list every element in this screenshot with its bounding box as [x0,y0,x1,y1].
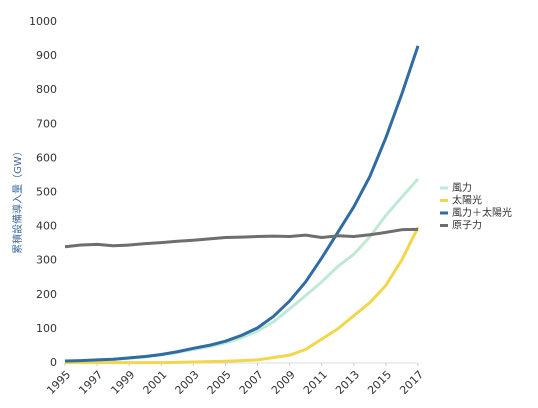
y-tick-label: 700 [36,117,57,130]
y-axis-label: 累積設備導入量（GW） [11,146,24,254]
y-tick-label: 1000 [29,15,57,28]
y-tick-label: 0 [50,356,57,369]
x-tick-label: 2003 [173,368,202,397]
y-tick-label: 400 [36,220,57,233]
legend-label: 原子力 [452,219,482,232]
x-tick-label: 2015 [365,368,394,397]
x-tick-label: 1999 [108,368,137,397]
x-tick-label: 1997 [76,368,105,397]
x-tick-label: 2017 [397,368,426,397]
y-tick-label: 900 [36,49,57,62]
x-tick-label: 2007 [237,368,266,397]
y-tick-label: 100 [36,322,57,335]
y-tick-label: 800 [36,83,57,96]
x-tick-label: 2005 [205,368,234,397]
y-tick-label: 600 [36,151,57,164]
x-tick-label: 2009 [269,368,298,397]
series-line [64,45,420,363]
y-tick-label: 200 [36,288,57,301]
y-tick-label: 300 [36,254,57,267]
legend-label: 太陽光 [452,194,482,207]
y-tick-label: 500 [36,186,57,199]
x-tick-label: 2011 [301,368,330,397]
legend-label: 風力 [452,181,472,194]
series-line [64,227,419,249]
x-tick-label: 2001 [141,368,170,397]
x-tick-label: 2013 [333,368,362,397]
series-line [65,226,420,365]
legend-label: 風力＋太陽光 [452,206,512,219]
x-tick-label: 1995 [44,368,73,397]
